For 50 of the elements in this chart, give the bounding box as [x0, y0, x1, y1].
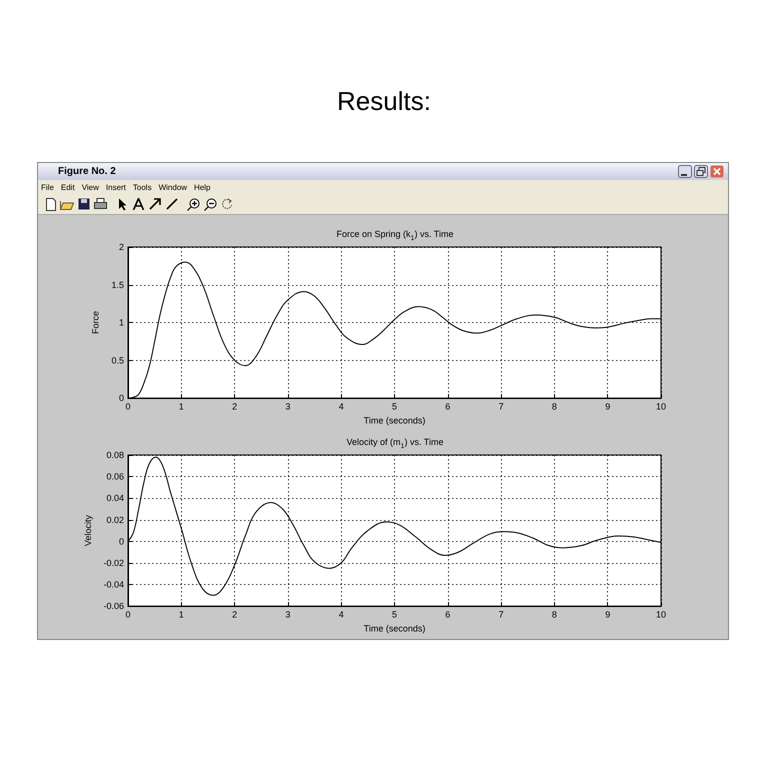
y-tick-label: 0.06	[106, 472, 124, 482]
x-tick-label: 10	[656, 610, 666, 620]
x-tick-label: 0	[125, 610, 131, 620]
x-tick-label: 2	[232, 610, 238, 620]
y-tick-label: 0.02	[106, 514, 124, 525]
x-tick-label: 1	[178, 610, 184, 620]
x-tick-label: 8	[552, 610, 557, 620]
text: Tools	[132, 183, 152, 192]
y-tick-label: 0.5	[111, 355, 124, 366]
text: View	[82, 183, 99, 192]
text: Results:	[336, 86, 432, 117]
x-tick-label: 7	[498, 402, 504, 412]
y-tick-label: 2	[118, 242, 124, 252]
x-tick-label: 4	[338, 610, 344, 620]
text: Insert	[106, 183, 126, 192]
text: Figure No. 2	[58, 165, 116, 179]
x-tick-label: 2	[232, 402, 238, 412]
y-tick-label: 0.04	[106, 493, 124, 504]
x-tick-label: 9	[605, 402, 610, 412]
chart-title: Velocity of (m$_{1}$) vs. Time	[346, 437, 444, 450]
y-tick-label: 1	[118, 318, 124, 328]
x-tick-label: 0	[125, 402, 131, 412]
x-tick-label: 1	[178, 402, 184, 412]
x-tick-label: 8	[552, 402, 557, 412]
x-tick-label: 4	[338, 402, 344, 412]
x-axis-title: Time (seconds)	[364, 624, 426, 634]
text: File	[41, 183, 54, 192]
y-axis-title: Force	[90, 311, 100, 334]
y-axis-title: Velocity	[83, 514, 94, 546]
x-tick-label: 3	[285, 610, 290, 620]
x-tick-label: 5	[392, 402, 398, 412]
x-tick-label: 6	[445, 402, 450, 412]
y-tick-label: -0.04	[103, 580, 124, 590]
x-tick-label: 5	[392, 610, 398, 620]
x-tick-label: 3	[285, 402, 290, 412]
x-tick-label: 7	[498, 610, 504, 620]
y-tick-label: -0.02	[103, 558, 124, 568]
y-tick-label: 1.5	[111, 280, 124, 290]
text: Edit	[60, 183, 75, 192]
text: Help	[194, 183, 210, 192]
y-tick-label: -0.06	[103, 601, 124, 612]
chart-title: Force on Spring (k$_{1}$) vs. Time	[336, 229, 454, 242]
x-tick-label: 10	[656, 402, 666, 412]
x-axis-title: Time (seconds)	[364, 416, 426, 426]
text: Window	[158, 183, 188, 192]
x-tick-label: 9	[605, 610, 610, 620]
y-tick-label: 0	[118, 536, 124, 546]
y-tick-label: 0.08	[106, 450, 124, 460]
y-tick-label: 0	[118, 393, 124, 404]
x-tick-label: 6	[445, 610, 450, 620]
